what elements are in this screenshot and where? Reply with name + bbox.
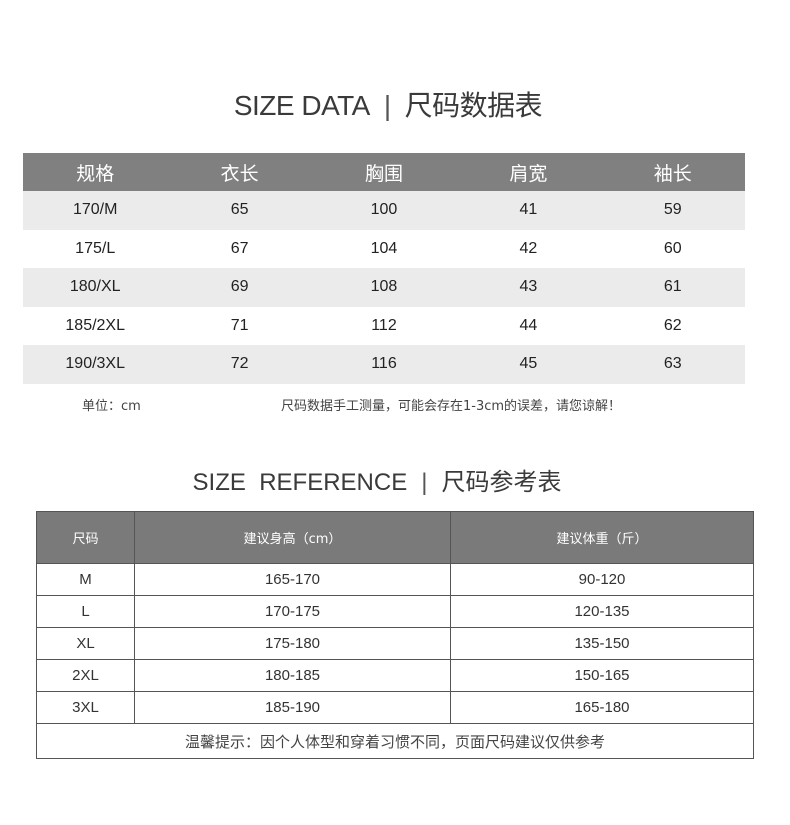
table-cell: 71: [230, 316, 249, 334]
column-header: 肩宽: [456, 153, 601, 191]
size-data-table: 规格 衣长 胸围 肩宽 袖长 170/M 65 100 41 59 175/L 67 104 4…: [23, 153, 745, 384]
table-row: M 165-170 90-120: [36, 563, 754, 596]
table-cell: 72: [167, 345, 312, 384]
title-cn: 尺码数据表: [404, 90, 543, 121]
table-cell: 112: [371, 316, 397, 334]
column-header: 胸围: [311, 153, 457, 191]
table-cell: 62: [663, 316, 682, 334]
table-cell: 69: [167, 268, 312, 307]
table-cell: 61: [600, 268, 745, 307]
measure-note: 尺码数据手工测量，可能会存在1-3cm的误差，请您谅解！: [281, 399, 622, 414]
title-separator: |: [383, 90, 391, 121]
size-data-title: SIZE DATA | 尺码数据表: [0, 84, 790, 124]
table-cell: 170-175: [134, 595, 451, 628]
table-cell: 45: [456, 345, 601, 384]
table-row: 180/XL 69 108 43 61: [23, 268, 745, 307]
table-cell: 100: [311, 191, 457, 230]
table-cell: 180/XL: [23, 268, 168, 307]
table-cell: 44: [519, 316, 538, 334]
table-row: 175/L 67 104 42 60: [23, 230, 745, 269]
reference-tip: 温馨提示：因个人体型和穿着习惯不同，页面尺码建议仅供参考: [36, 723, 754, 759]
table-row: 3XL 185-190 165-180: [36, 691, 754, 724]
table-cell: 3XL: [36, 691, 135, 724]
table-row: 170/M 65 100 41 59: [23, 191, 745, 230]
title-en: SIZE DATA: [233, 90, 371, 121]
table-cell: 67: [230, 239, 249, 257]
table-cell: 116: [311, 345, 457, 384]
table-cell: 65: [167, 191, 312, 230]
table-cell: 59: [600, 191, 745, 230]
table-row: 190/3XL 72 116 45 63: [23, 345, 745, 384]
table-cell: 185/2XL: [65, 316, 125, 334]
table-row: XL 175-180 135-150: [36, 627, 754, 660]
table-cell: 43: [456, 268, 601, 307]
table-cell: 165-180: [450, 691, 754, 724]
column-header: 尺码: [36, 511, 135, 564]
unit-note: 单位：cm: [82, 399, 141, 414]
table-row: 2XL 180-185 150-165: [36, 659, 754, 692]
table-cell: 175/L: [75, 239, 116, 257]
table-cell: 175-180: [134, 627, 451, 660]
table-cell: 170/M: [23, 191, 168, 230]
table-header-row: 尺码 建议身高（cm） 建议体重（斤）: [36, 511, 754, 564]
table-cell: 120-135: [450, 595, 754, 628]
column-header: 衣长: [167, 153, 312, 191]
column-header: 建议体重（斤）: [450, 511, 754, 564]
table-cell: 42: [519, 239, 538, 257]
size-reference-table: 尺码 建议身高（cm） 建议体重（斤） M 165-170 90-120 L 170-1…: [36, 511, 754, 759]
footer-row: 温馨提示：因个人体型和穿着习惯不同，页面尺码建议仅供参考: [36, 723, 754, 759]
table-cell: 108: [311, 268, 457, 307]
table-row: L 170-175 120-135: [36, 595, 754, 628]
table-cell: 104: [370, 239, 398, 257]
table-cell: 180-185: [134, 659, 451, 692]
table-header-row: 规格 衣长 胸围 肩宽 袖长: [23, 153, 745, 191]
table-cell: 90-120: [450, 563, 754, 596]
table-cell: 63: [600, 345, 745, 384]
title-cn: 尺码参考表: [441, 469, 562, 496]
table-cell: 135-150: [450, 627, 754, 660]
table-cell: L: [36, 595, 135, 628]
column-header: 袖长: [600, 153, 745, 191]
table-cell: M: [36, 563, 135, 596]
column-header: 建议身高（cm）: [134, 511, 451, 564]
size-reference-title: SIZE REFERENCE | 尺码参考表: [0, 462, 790, 497]
column-header: 规格: [23, 153, 168, 191]
table-cell: 60: [663, 239, 682, 257]
table-cell: 2XL: [36, 659, 135, 692]
table-cell: 185-190: [134, 691, 451, 724]
table-cell: 165-170: [134, 563, 451, 596]
title-separator: |: [421, 469, 428, 496]
table-cell: 41: [456, 191, 601, 230]
title-en: SIZE REFERENCE: [192, 469, 408, 496]
table-row: 185/2XL 71 112 44 62: [23, 307, 745, 346]
table-cell: 190/3XL: [23, 345, 168, 384]
table-cell: XL: [36, 627, 135, 660]
table-cell: 150-165: [450, 659, 754, 692]
